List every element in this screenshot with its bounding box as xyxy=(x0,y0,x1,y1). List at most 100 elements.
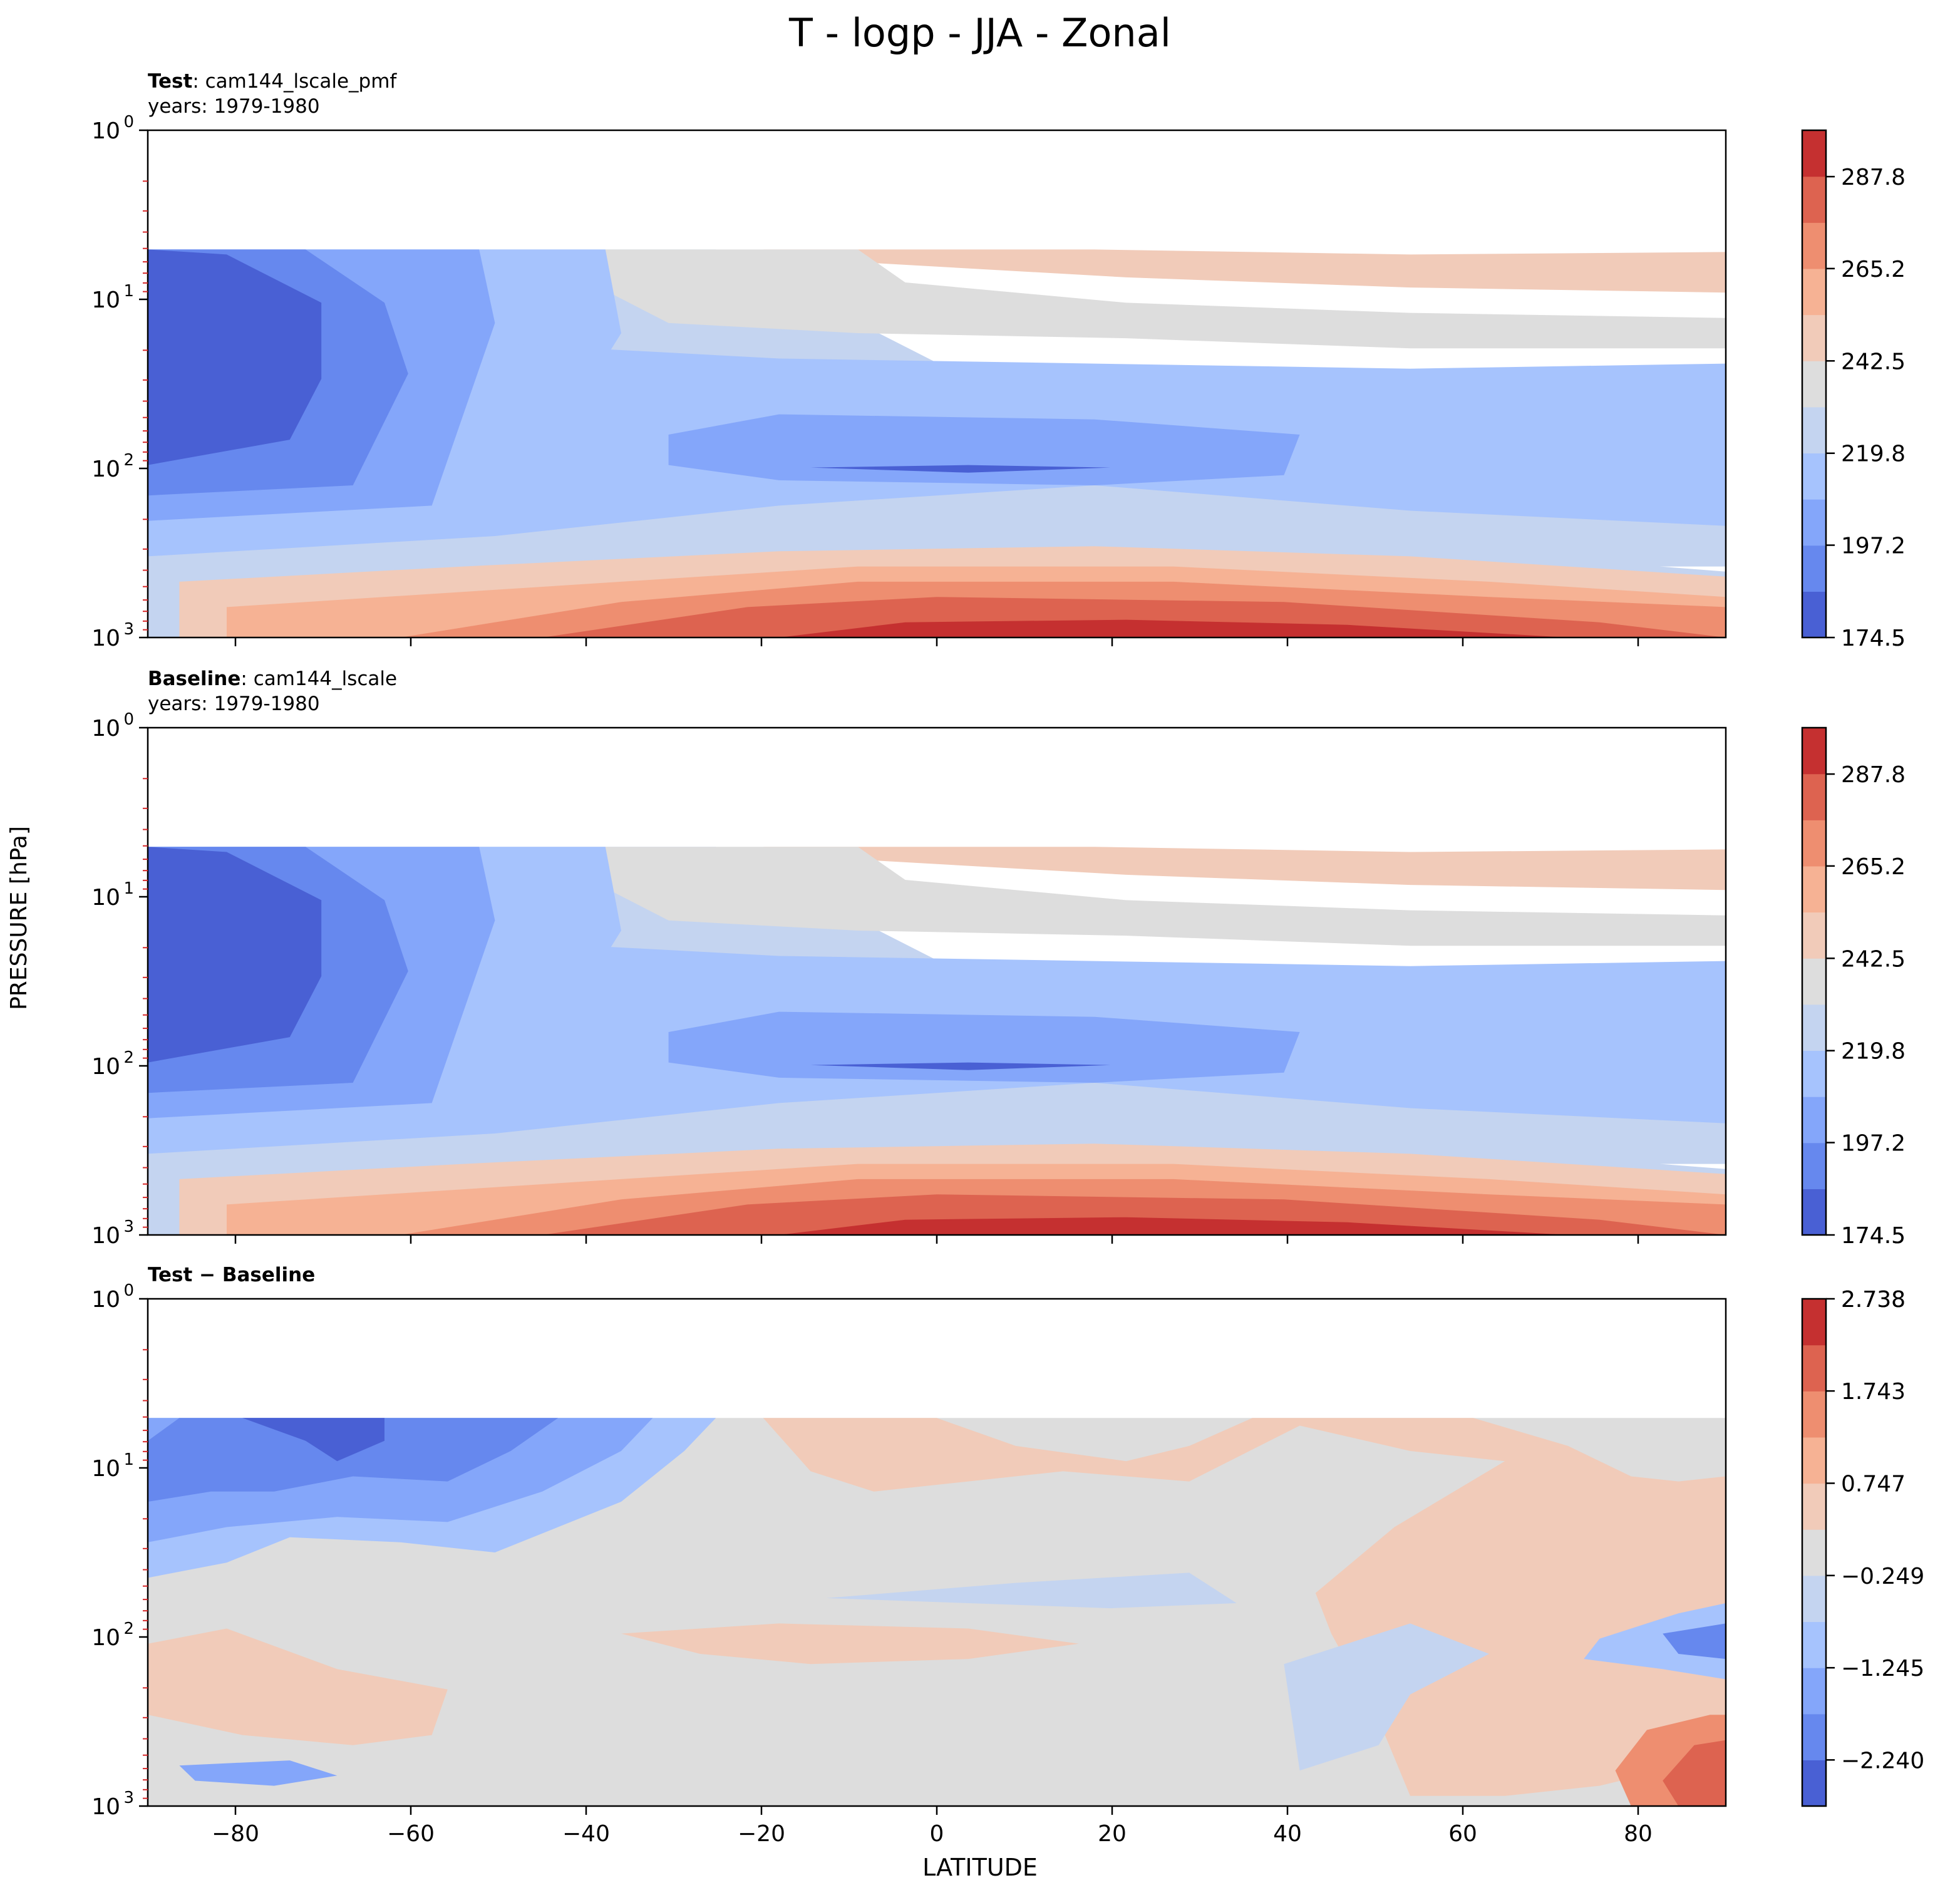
panel-title-test: Test: cam144_lscale_pmf years: 1979-1980 xyxy=(148,69,396,119)
panel-title-label: Baseline xyxy=(148,668,241,690)
colorbar-bin xyxy=(1802,912,1826,959)
x-tick-label: 80 xyxy=(1624,1821,1653,1847)
colorbar-tick-label: 287.8 xyxy=(1841,165,1906,190)
contour-region xyxy=(779,1217,1568,1235)
colorbar-tick-label: 242.5 xyxy=(1841,946,1906,972)
contour-region xyxy=(763,249,1726,293)
y-tick-exponent: 0 xyxy=(123,113,134,132)
contour-region xyxy=(810,1062,1111,1070)
colorbar-bin xyxy=(1802,1189,1826,1236)
contour-region xyxy=(779,619,1568,638)
contour-region xyxy=(148,249,322,465)
colorbar-tick-label: 242.5 xyxy=(1841,349,1906,374)
colorbar-bin xyxy=(1802,591,1826,638)
y-tick-label: 10 xyxy=(91,118,120,144)
colorbar-bin xyxy=(1802,1437,1826,1484)
colorbar-bin xyxy=(1802,1713,1826,1760)
colorbar-bin xyxy=(1802,1760,1826,1807)
y-tick-exponent: 0 xyxy=(123,710,134,729)
colorbar-bin xyxy=(1802,1299,1826,1346)
colorbar-bin xyxy=(1802,406,1826,454)
colorbar-bin xyxy=(1802,499,1826,546)
colorbar-bin xyxy=(1802,958,1826,1005)
colorbar-bin xyxy=(1802,865,1826,913)
colorbar-frame xyxy=(1801,726,1827,1236)
x-tick-label: 60 xyxy=(1448,1821,1477,1847)
panel-title-baseline: Baseline: cam144_lscale years: 1979-1980 xyxy=(148,666,397,716)
y-tick-exponent: 1 xyxy=(123,879,134,898)
colorbar-tick-label: 287.8 xyxy=(1841,762,1906,788)
colorbar-bin xyxy=(1802,773,1826,820)
colorbar-tick-label: 2.738 xyxy=(1841,1287,1906,1313)
y-tick-exponent: 3 xyxy=(123,1789,134,1807)
colorbar-tick-label: 197.2 xyxy=(1841,1131,1906,1157)
contour-region xyxy=(1663,1740,1726,1806)
y-tick-exponent: 1 xyxy=(123,1450,134,1469)
colorbar-bin xyxy=(1802,820,1826,867)
colorbar-tick-label: 174.5 xyxy=(1841,626,1906,651)
colorbar-tick-label: 174.5 xyxy=(1841,1223,1906,1249)
colorbar-bin xyxy=(1802,1097,1826,1144)
colorbar-tick-label: 265.2 xyxy=(1841,257,1906,282)
colorbar-frame xyxy=(1801,129,1827,639)
x-tick-label: −60 xyxy=(387,1821,435,1847)
colorbar-tick-label: −0.249 xyxy=(1841,1564,1924,1589)
contour-region xyxy=(589,249,1726,349)
panel-title-sep: : xyxy=(240,668,247,690)
colorbar-bin xyxy=(1802,1142,1826,1189)
contour-region xyxy=(763,847,1726,891)
contour-region xyxy=(242,1418,384,1462)
colorbar-frame xyxy=(1801,1298,1827,1807)
colorbar-bin xyxy=(1802,176,1826,223)
colorbar-tick-label: 265.2 xyxy=(1841,854,1906,880)
colorbar-tick-label: 174.5 xyxy=(1841,1223,1906,1249)
colorbar-bin xyxy=(1802,1391,1826,1438)
colorbar-bin xyxy=(1802,545,1826,592)
contour-region xyxy=(148,847,322,1063)
x-tick-label: 0 xyxy=(930,1821,944,1847)
colorbar-bin xyxy=(1802,1050,1826,1097)
panel-title-sep: : xyxy=(192,70,199,93)
y-tick-label: 10 xyxy=(91,626,120,651)
y-tick-label: 10 xyxy=(91,1794,120,1820)
colorbar-bin xyxy=(1802,314,1826,361)
colorbar-bin xyxy=(1802,268,1826,316)
colorbar-bin xyxy=(1802,361,1826,408)
contour-region xyxy=(621,1623,1079,1665)
colorbar-tick-label: 0.747 xyxy=(1841,1472,1906,1497)
colorbar-bin xyxy=(1802,1621,1826,1668)
colorbar-bin xyxy=(1802,1529,1826,1576)
contour-region xyxy=(179,1760,338,1786)
panel-title-label: Test − Baseline xyxy=(148,1264,316,1286)
contour-region xyxy=(810,465,1111,473)
contour-region xyxy=(148,1628,448,1745)
y-tick-exponent: 3 xyxy=(123,1217,134,1236)
x-tick-label: 40 xyxy=(1273,1821,1302,1847)
colorbar-bin xyxy=(1802,1668,1826,1715)
y-tick-exponent: 1 xyxy=(123,282,134,301)
colorbar-bin xyxy=(1802,222,1826,269)
colorbar-tick-label: 219.8 xyxy=(1841,1039,1906,1065)
colorbar-tick-label: 2.738 xyxy=(1841,1287,1906,1313)
contour-region xyxy=(1284,1623,1489,1771)
colorbar-bin xyxy=(1802,130,1826,177)
panel-title-label: Test xyxy=(148,70,193,93)
y-tick-label: 10 xyxy=(91,457,120,482)
y-tick-label: 10 xyxy=(91,1223,120,1249)
y-tick-exponent: 2 xyxy=(123,1619,134,1638)
colorbar-bin xyxy=(1802,1575,1826,1623)
figure-title: T - logp - JJA - Zonal xyxy=(789,10,1171,56)
panel-title-case: cam144_lscale xyxy=(253,668,398,690)
panel-title-years: years: 1979-1980 xyxy=(148,693,320,715)
x-tick-label: −20 xyxy=(738,1821,785,1847)
y-tick-label: 10 xyxy=(91,885,120,911)
colorbar-bin xyxy=(1802,1004,1826,1051)
y-tick-label: 10 xyxy=(91,1456,120,1482)
contour-region xyxy=(542,597,1726,638)
y-tick-label: 10 xyxy=(91,1287,120,1313)
colorbar-bin xyxy=(1802,453,1826,500)
